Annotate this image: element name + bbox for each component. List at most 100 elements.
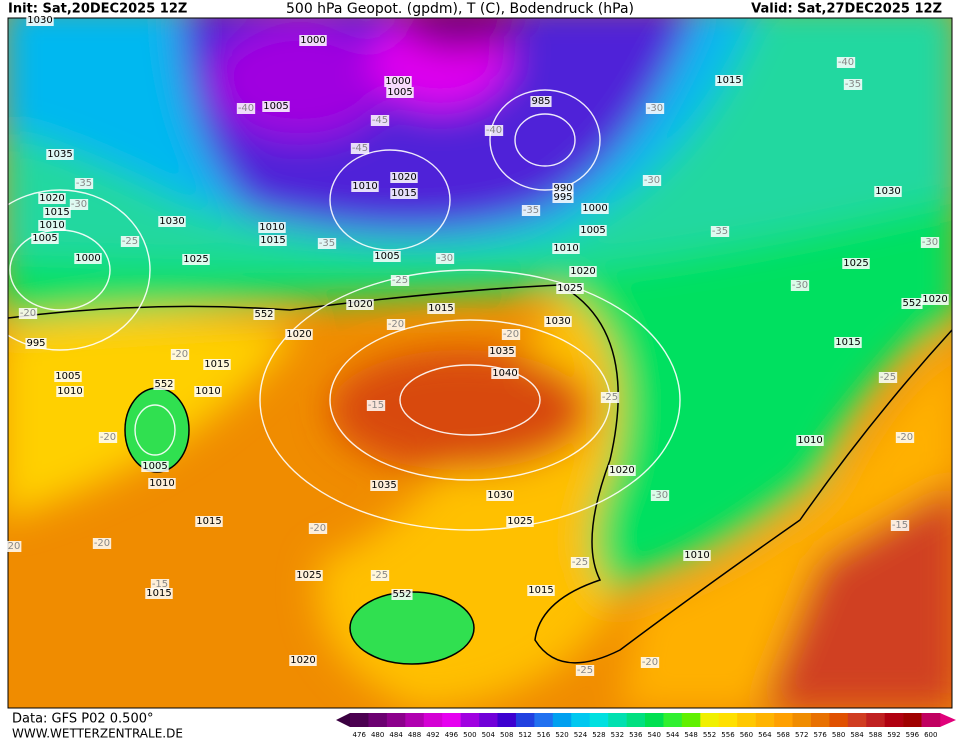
colorbar-swatch	[571, 713, 590, 727]
isobar-label-bg	[390, 188, 418, 199]
isobar-label: 1005	[32, 233, 57, 244]
isobar-label-group: 1010	[194, 386, 222, 397]
colorbar-swatch	[608, 713, 627, 727]
isobar-label: 1005	[142, 461, 167, 472]
temperature-label-bg	[484, 125, 504, 136]
isobar-label-group: 1010	[351, 181, 379, 192]
colorbar-label: 588	[869, 731, 882, 739]
isobar-label-group: 1020	[921, 294, 949, 305]
colorbar-swatch	[774, 713, 793, 727]
temperature-label-group: -35	[74, 178, 94, 189]
temperature-label-bg	[836, 57, 856, 68]
colorbar-swatch	[479, 713, 498, 727]
isobar-label: 1020	[570, 266, 595, 277]
website: WWW.WETTERZENTRALE.DE	[12, 727, 183, 741]
isobar-label-bg	[25, 338, 47, 349]
isobar-label-group: 1035	[46, 149, 74, 160]
isobar-label-group: 1020	[390, 172, 418, 183]
isobar-label-bg	[182, 254, 210, 265]
colorbar-label: 492	[426, 731, 439, 739]
isobar-label: 1010	[149, 478, 174, 489]
temperature-label-group: -30	[790, 280, 810, 291]
temperature-label: -35	[523, 205, 539, 216]
isobar-label-bg	[31, 233, 59, 244]
temperature-label: -35	[712, 226, 728, 237]
isobar-label-bg	[141, 461, 169, 472]
isobar-label: 1000	[75, 253, 100, 264]
temperature-label-group: -25	[120, 236, 140, 247]
isobar-label: 990	[553, 183, 572, 194]
isobar-label-group: 995	[552, 192, 574, 203]
isobar-label-group: 1005	[373, 251, 401, 262]
height-label-bg	[901, 298, 923, 309]
isobar-label-bg	[386, 87, 414, 98]
colorbar-swatch	[718, 713, 738, 727]
isobar-label-group: 1030	[158, 216, 186, 227]
colorbar-label: 540	[648, 731, 661, 739]
colorbar-swatch	[350, 713, 369, 727]
colorbar-swatch	[534, 713, 554, 727]
temperature-label-group: -30	[69, 199, 89, 210]
isobar-label: 985	[531, 96, 550, 107]
temperature-label: -35	[319, 238, 335, 249]
isobar-label-group: 1025	[842, 258, 870, 269]
isobar-label-bg	[285, 329, 313, 340]
temperature-label: -30	[792, 280, 808, 291]
colorbar-swatch	[903, 713, 922, 727]
colorbar-swatch	[515, 713, 535, 727]
colorbar-label: 520	[555, 731, 568, 739]
isobar-label: 1025	[557, 283, 582, 294]
colorbar-label: 496	[445, 731, 459, 739]
isobar-label-group: 985	[530, 96, 552, 107]
temperature-label-bg	[120, 236, 140, 247]
temperature-label: -25	[372, 570, 388, 581]
temperature-label-bg	[920, 237, 940, 248]
colorbar-arrow-left	[336, 713, 350, 727]
isobar-label-bg	[43, 207, 71, 218]
temperature-label-group: -35	[710, 226, 730, 237]
temperature-label-bg	[521, 205, 541, 216]
isobar-label-bg	[552, 192, 574, 203]
isobar-label-group: 1005	[262, 101, 290, 112]
height-label-bg	[391, 589, 413, 600]
isobar-label-bg	[299, 35, 327, 46]
temperature-label-bg	[69, 199, 89, 210]
colorbar-label: 576	[813, 731, 827, 739]
temperature-label: -20	[94, 538, 110, 549]
height-label: 552	[902, 298, 921, 309]
temperature-label: -25	[572, 557, 588, 568]
isobar-label-group: 1020	[38, 193, 66, 204]
isobar-label: 1020	[347, 299, 372, 310]
temperature-label: -40	[486, 125, 502, 136]
isobar-label-bg	[46, 149, 74, 160]
isobar-label-bg	[491, 368, 519, 379]
isobar-label-group: 1010	[796, 435, 824, 446]
isobar-label-group: 1035	[488, 346, 516, 357]
temperature-label-bg	[98, 432, 118, 443]
temperature-label: -40	[238, 103, 254, 114]
isobar-label-bg	[552, 183, 574, 194]
temperature-label: -45	[372, 115, 388, 126]
colorbar-swatch	[847, 713, 867, 727]
temperature-label-bg	[575, 665, 595, 676]
isobar-label-bg	[715, 75, 743, 86]
colorbar-label: 528	[592, 731, 605, 739]
temperature-label-bg	[890, 520, 910, 531]
temperature-label: -30	[647, 103, 663, 114]
colorbar-label: 568	[777, 731, 790, 739]
isobar-label-bg	[148, 478, 176, 489]
temperature-label-group: -35	[843, 79, 863, 90]
colorbar-swatch	[737, 713, 756, 727]
temperature-label: -25	[602, 392, 618, 403]
isobar-label-group: 1015	[427, 303, 455, 314]
isobar-label: 1035	[489, 346, 514, 357]
temperature-label-bg	[370, 115, 390, 126]
temperature-label-bg	[435, 253, 455, 264]
temperature-label-bg	[370, 570, 390, 581]
isobar-label: 1035	[371, 480, 396, 491]
isobar-label-bg	[488, 346, 516, 357]
isobar-label: 1035	[47, 149, 72, 160]
colorbar-label: 504	[482, 731, 496, 739]
isobar-label-bg	[390, 172, 418, 183]
